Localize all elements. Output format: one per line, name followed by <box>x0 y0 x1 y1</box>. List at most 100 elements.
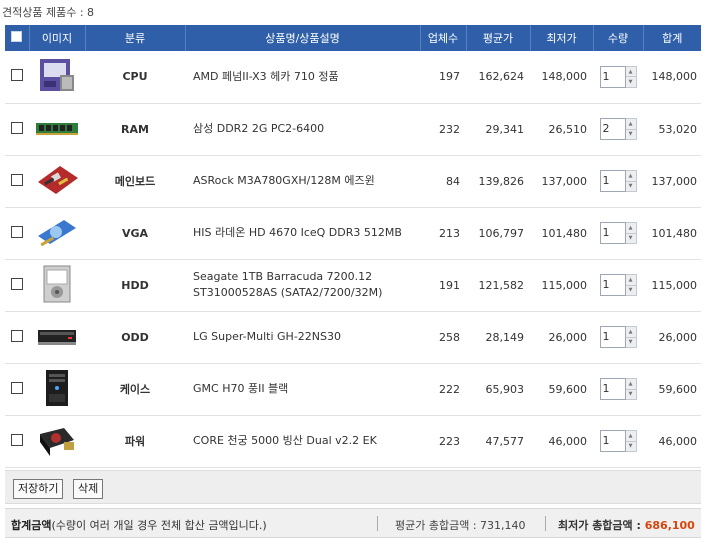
table-header-row: 이미지 분류 상품명/상품설명 업체수 평균가 최저가 수량 합계 <box>5 25 701 51</box>
decrement-arrow-icon[interactable]: ▼ <box>625 441 636 451</box>
row-total: 46,000 <box>658 434 698 448</box>
increment-arrow-icon[interactable]: ▲ <box>625 66 636 78</box>
qty-cell: 1 ▲ ▼ <box>593 259 643 311</box>
action-bar: 저장하기 삭제 <box>5 470 701 504</box>
quantity-input[interactable]: 1 <box>599 326 626 348</box>
quantity-spinner[interactable]: ▲ ▼ <box>625 378 637 400</box>
product-name[interactable]: Seagate 1TB Barracuda 7200.12 <box>193 270 373 283</box>
select-all-checkbox[interactable] <box>11 31 23 42</box>
hard-drive-icon[interactable] <box>34 264 80 304</box>
quantity-input[interactable]: 1 <box>599 430 626 452</box>
quantity-spinner[interactable]: ▲ ▼ <box>625 274 637 296</box>
save-button[interactable]: 저장하기 <box>13 479 64 499</box>
decrement-arrow-icon[interactable]: ▼ <box>625 129 636 139</box>
decrement-arrow-icon[interactable]: ▼ <box>625 77 636 87</box>
vendor-count: 213 <box>439 226 460 240</box>
product-image-cell <box>29 363 85 415</box>
decrement-arrow-icon[interactable]: ▼ <box>625 233 636 243</box>
row-total: 101,480 <box>651 226 698 240</box>
increment-arrow-icon[interactable]: ▲ <box>625 327 636 338</box>
table-row: 메인보드 ASRock M3A780GXH/128M 에즈윈 84 139,82… <box>5 155 701 207</box>
category: CPU <box>122 70 148 84</box>
row-checkbox[interactable] <box>11 433 23 446</box>
row-checkbox[interactable] <box>11 381 23 394</box>
product-image-cell <box>29 207 85 259</box>
delete-button[interactable]: 삭제 <box>73 479 104 499</box>
increment-arrow-icon[interactable]: ▲ <box>625 431 636 442</box>
quantity-spinner[interactable]: ▲ ▼ <box>625 170 637 192</box>
increment-arrow-icon[interactable]: ▲ <box>625 379 636 390</box>
header-total: 합계 <box>662 32 683 45</box>
quantity-stepper[interactable]: 1 ▲ ▼ <box>599 430 637 452</box>
quantity-stepper[interactable]: 1 ▲ ▼ <box>599 222 637 244</box>
product-name-line2[interactable]: ST31000528AS (SATA2/7200/32M) <box>193 286 383 299</box>
quantity-stepper[interactable]: 1 ▲ ▼ <box>599 170 637 192</box>
row-checkbox[interactable] <box>11 277 23 290</box>
min-price: 46,000 <box>548 434 588 448</box>
avg-price: 29,341 <box>485 122 525 136</box>
product-name-cell: ASRock M3A780GXH/128M 에즈윈 <box>185 155 420 207</box>
row-checkbox[interactable] <box>11 329 23 342</box>
quantity-stepper[interactable]: 1 ▲ ▼ <box>599 274 637 296</box>
min-price: 115,000 <box>541 278 588 292</box>
header-avg-price: 평균가 <box>466 25 531 51</box>
row-total: 26,000 <box>658 330 698 344</box>
quantity-spinner[interactable]: ▲ ▼ <box>625 430 637 452</box>
product-image-cell <box>29 51 85 103</box>
power-supply-icon[interactable] <box>34 420 80 460</box>
row-total: 137,000 <box>651 174 698 188</box>
row-checkbox[interactable] <box>11 173 23 186</box>
quantity-spinner[interactable]: ▲ ▼ <box>625 65 637 88</box>
quantity-input[interactable]: 1 <box>599 378 626 400</box>
quantity-stepper[interactable]: 2 ▲ ▼ <box>599 118 637 140</box>
avg-price: 162,624 <box>478 70 525 84</box>
min-total-label: 최저가 총합금액 : <box>558 519 645 532</box>
product-name[interactable]: ASRock M3A780GXH/128M 에즈윈 <box>193 174 375 187</box>
increment-arrow-icon[interactable]: ▲ <box>625 119 636 130</box>
increment-arrow-icon[interactable]: ▲ <box>625 171 636 182</box>
decrement-arrow-icon[interactable]: ▼ <box>625 389 636 399</box>
row-total: 59,600 <box>658 382 698 396</box>
decrement-arrow-icon[interactable]: ▼ <box>625 337 636 347</box>
decrement-arrow-icon[interactable]: ▼ <box>625 181 636 191</box>
product-name[interactable]: 삼성 DDR2 2G PC2-6400 <box>193 122 325 135</box>
quantity-input[interactable]: 1 <box>599 65 626 88</box>
quantity-stepper[interactable]: 1 ▲ ▼ <box>599 65 637 88</box>
row-checkbox-cell <box>5 415 29 467</box>
row-checkbox[interactable] <box>11 225 23 238</box>
quantity-input[interactable]: 1 <box>599 222 626 244</box>
avg-total: 평균가 총합금액 : 731,140 <box>395 517 526 533</box>
product-name[interactable]: GMC H70 풍II 블랙 <box>193 382 289 395</box>
header-image: 이미지 <box>29 25 86 51</box>
row-checkbox[interactable] <box>11 69 23 82</box>
quantity-spinner[interactable]: ▲ ▼ <box>625 222 637 244</box>
quantity-input[interactable]: 1 <box>599 170 626 192</box>
product-name[interactable]: LG Super-Multi GH-22NS30 <box>193 330 341 343</box>
row-checkbox[interactable] <box>11 121 23 134</box>
quantity-stepper[interactable]: 1 ▲ ▼ <box>599 326 637 348</box>
graphics-card-icon[interactable] <box>34 212 80 252</box>
quantity-spinner[interactable]: ▲ ▼ <box>625 326 637 348</box>
motherboard-icon[interactable] <box>34 160 80 200</box>
product-name[interactable]: CORE 천궁 5000 빙산 Dual v2.2 EK <box>193 434 377 447</box>
avg-price: 47,577 <box>485 434 525 448</box>
category: ODD <box>121 330 149 344</box>
row-checkbox-cell <box>5 51 29 103</box>
decrement-arrow-icon[interactable]: ▼ <box>625 285 636 295</box>
cpu-box-icon[interactable] <box>34 55 80 95</box>
quantity-input[interactable]: 1 <box>599 274 626 296</box>
increment-arrow-icon[interactable]: ▲ <box>625 223 636 234</box>
quantity-stepper[interactable]: 1 ▲ ▼ <box>599 378 637 400</box>
product-name[interactable]: AMD 페넘II-X3 헤카 710 정품 <box>193 69 339 83</box>
table-row: CPU AMD 페넘II-X3 헤카 710 정품 197 162,624 14… <box>5 51 701 103</box>
vendor-count: 258 <box>439 330 460 344</box>
select-all-header <box>5 25 30 51</box>
category: 메인보드 <box>114 175 156 188</box>
optical-drive-icon[interactable] <box>34 316 80 356</box>
ram-stick-icon[interactable] <box>34 108 80 148</box>
quantity-input[interactable]: 2 <box>599 118 626 140</box>
product-name[interactable]: HIS 라데온 HD 4670 IceQ DDR3 512MB <box>193 226 402 239</box>
pc-case-icon[interactable] <box>34 368 80 408</box>
quantity-spinner[interactable]: ▲ ▼ <box>625 118 637 140</box>
increment-arrow-icon[interactable]: ▲ <box>625 275 636 286</box>
